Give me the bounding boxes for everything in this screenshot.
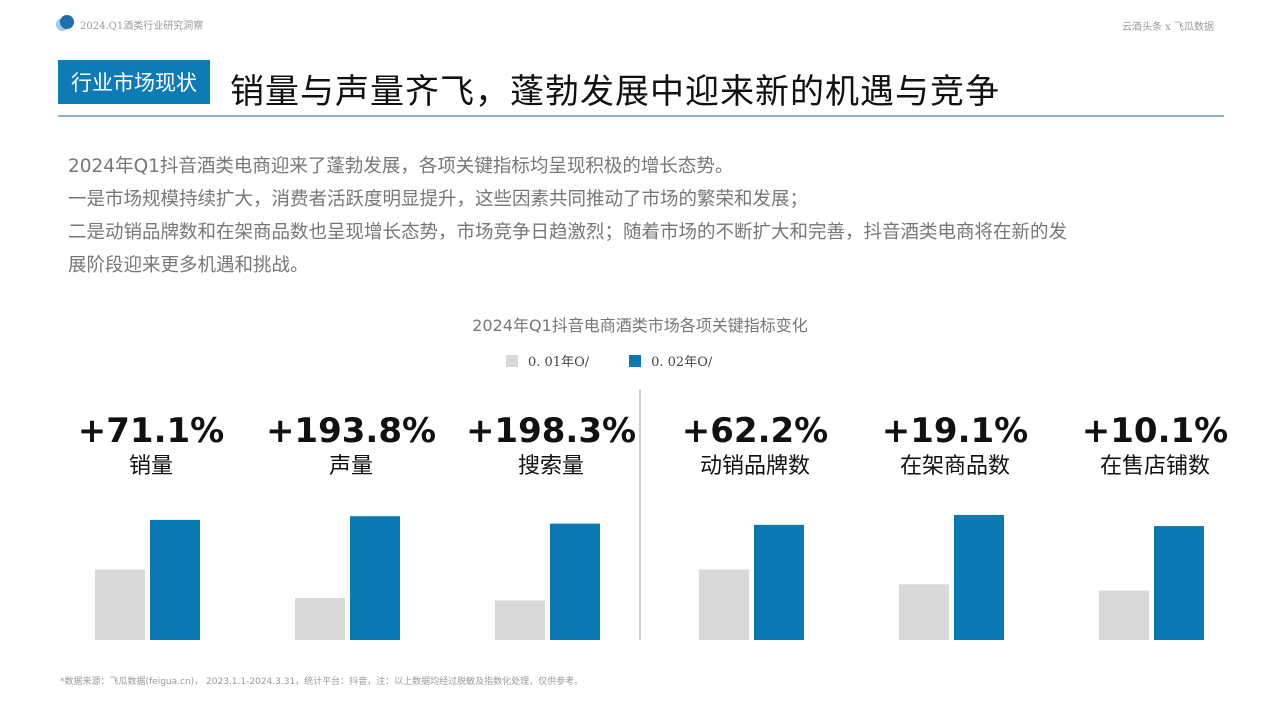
bar-prev-1	[295, 597, 345, 640]
kpi-stores: +10.1% 在售店铺数	[1055, 410, 1255, 482]
intro-line-1: 2024年Q1抖音酒类电商迎来了蓬勃发展，各项关键指标均呈现积极的增长态势。	[68, 156, 734, 177]
intro-paragraph: 2024年Q1抖音酒类电商迎来了蓬勃发展，各项关键指标均呈现积极的增长态势。 一…	[68, 150, 1240, 282]
bar-prev-0	[95, 569, 145, 640]
bar-curr-2	[550, 523, 600, 640]
intro-line-2: 一是市场规模持续扩大，消费者活跃度明显提升，这些因素共同推动了市场的繁荣和发展；	[68, 189, 809, 210]
growth-label: +193.8%	[265, 411, 437, 451]
intro-line-4: 展阶段迎来更多机遇和挑战。	[68, 255, 309, 276]
legend-swatch-2024	[629, 354, 642, 367]
bar-prev-4	[899, 584, 949, 640]
report-header: 2024.Q1酒类行业研究洞察	[56, 15, 203, 33]
legend-swatch-2023	[506, 354, 518, 367]
report-title: 2024.Q1酒类行业研究洞察	[80, 20, 204, 32]
logo-icon	[56, 15, 74, 33]
bar-curr-5	[1154, 526, 1204, 640]
kpi-sales: +71.1% 销量	[51, 410, 251, 482]
legend-label-2023: 0. 01年O/	[528, 355, 590, 370]
kpi-active-brands: +62.2% 动销品牌数	[655, 410, 855, 482]
growth-label: +62.2%	[681, 411, 829, 451]
kpi-listed-products: +19.1% 在架商品数	[855, 410, 1055, 482]
chart-legend: 0. 01年O/ 0. 02年O/	[506, 351, 752, 370]
partners-label: 云酒头条 x 飞瓜数据	[1122, 22, 1214, 33]
group-divider	[639, 390, 641, 640]
growth-label: +198.3%	[465, 411, 637, 451]
bar-prev-5	[1099, 590, 1149, 640]
category-label: 销量	[128, 454, 173, 479]
title-divider	[58, 115, 1224, 117]
category-label: 动销品牌数	[699, 454, 810, 479]
category-label: 搜索量	[517, 454, 584, 479]
category-label: 声量	[328, 454, 373, 479]
growth-label: +71.1%	[77, 411, 225, 451]
legend-item-2024: 0. 02年O/	[629, 351, 712, 370]
category-label: 在售店铺数	[1099, 454, 1210, 479]
growth-label: +10.1%	[1081, 411, 1229, 451]
growth-label: +19.1%	[881, 411, 1029, 451]
legend-label-2024: 0. 02年O/	[651, 355, 713, 370]
bar-prev-3	[699, 569, 749, 640]
section-tag: 行业市场现状	[58, 60, 210, 104]
bar-curr-3	[754, 524, 804, 640]
legend-item-2023: 0. 01年O/	[506, 351, 589, 370]
page-title: 销量与声量齐飞，蓬勃发展中迎来新的机遇与竞争	[230, 72, 1000, 112]
footnote: *数据来源：飞瓜数据(feigua.cn)， 2023.1.1-2024.3.3…	[60, 677, 584, 687]
kpi-search: +198.3% 搜索量	[451, 410, 651, 482]
chart-title: 2024年Q1抖音电商酒类市场各项关键指标变化	[472, 316, 808, 335]
kpi-voice: +193.8% 声量	[251, 410, 451, 482]
category-label: 在架商品数	[899, 454, 1010, 479]
bar-curr-1	[350, 516, 400, 640]
bar-curr-4	[954, 514, 1004, 640]
intro-line-3: 二是动销品牌数和在架商品数也呈现增长态势，市场竞争日趋激烈；随着市场的不断扩大和…	[68, 222, 1068, 243]
bar-prev-2	[495, 600, 545, 640]
bar-curr-0	[150, 519, 200, 640]
